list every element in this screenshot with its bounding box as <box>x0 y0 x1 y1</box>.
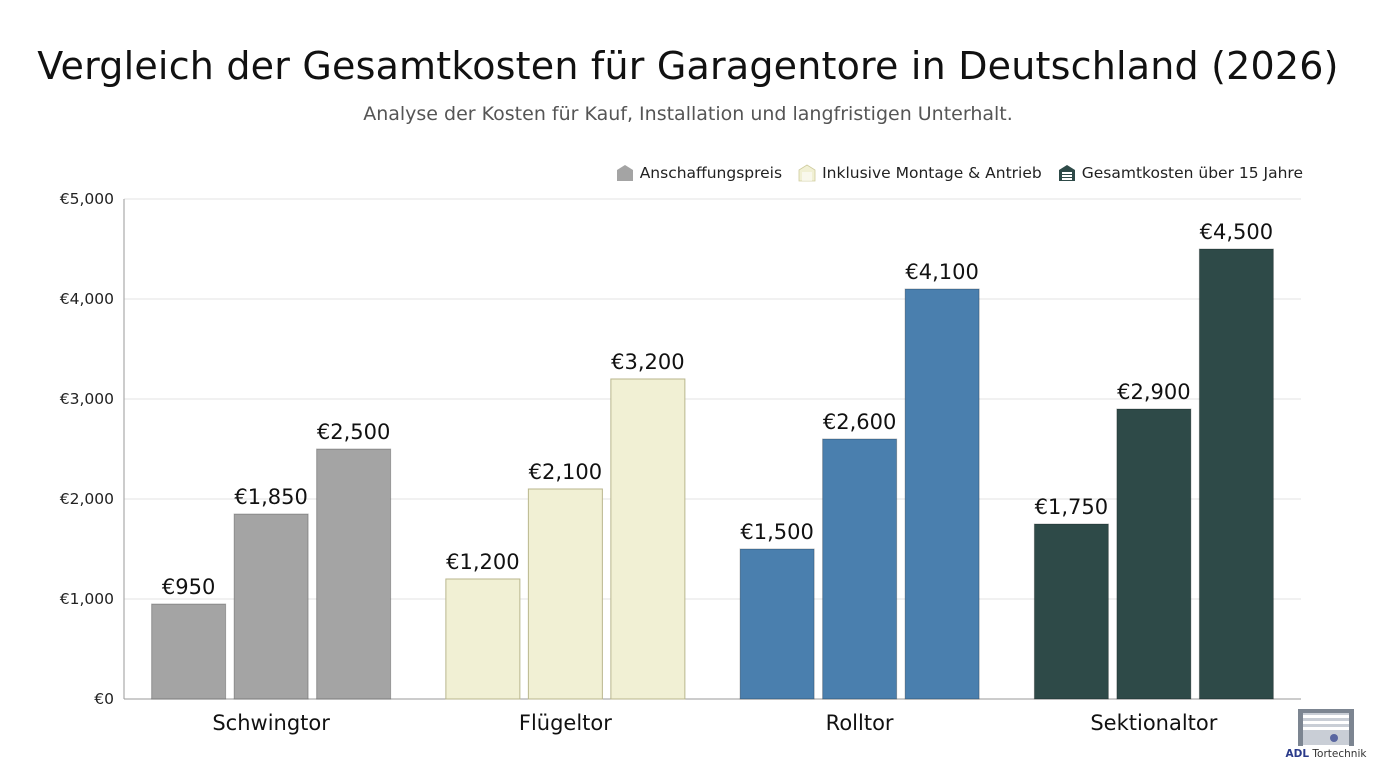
data-label: €1,850 <box>234 485 307 509</box>
legend-label: Inklusive Montage & Antrieb <box>822 164 1042 182</box>
bar-rolltor-2 <box>822 438 898 700</box>
data-label: €950 <box>162 575 215 599</box>
data-label: €1,500 <box>740 520 813 544</box>
bar-schwingtor-3 <box>316 448 392 700</box>
data-label: €2,500 <box>317 420 390 444</box>
bar-rolltor-1 <box>739 548 815 700</box>
y-tick-label: €3,000 <box>60 390 114 408</box>
data-label: €2,900 <box>1117 380 1190 404</box>
data-label: €4,500 <box>1200 220 1273 244</box>
x-tick-label: Rolltor <box>826 711 894 735</box>
logo-wordmark: ADL Tortechnik <box>1278 748 1374 760</box>
logo-brand: ADL <box>1285 748 1310 760</box>
y-tick-label: €2,000 <box>60 490 114 508</box>
x-tick-label: Schwingtor <box>212 711 330 735</box>
x-tick-label: Flügeltor <box>519 711 612 735</box>
legend-label: Gesamtkosten über 15 Jahre <box>1081 164 1303 182</box>
y-tick-label: €4,000 <box>60 290 114 308</box>
chart-legend: Anschaffungspreis Inklusive Montage & An… <box>616 164 1303 182</box>
legend-item-montage-antrieb: Inklusive Montage & Antrieb <box>798 164 1042 182</box>
data-label: €1,200 <box>446 550 519 574</box>
data-label: €4,100 <box>905 260 978 284</box>
bar-schwingtor-2 <box>233 513 309 700</box>
data-label: €2,100 <box>529 460 602 484</box>
data-label: €1,750 <box>1035 495 1108 519</box>
y-tick-label: €5,000 <box>60 190 114 208</box>
garage-logo-icon <box>1298 709 1354 746</box>
garage-door-icon <box>798 164 816 182</box>
garage-door-icon <box>616 165 633 181</box>
legend-item-anschaffungspreis: Anschaffungspreis <box>616 164 782 182</box>
data-label: €3,200 <box>611 350 684 374</box>
chart-subtitle: Analyse der Kosten für Kauf, Installatio… <box>363 103 1013 125</box>
bar-sektionaltor-2 <box>1116 408 1192 700</box>
logo-name: Tortechnik <box>1312 748 1367 760</box>
bar-schwingtor-1 <box>151 603 227 700</box>
chart-title: Vergleich der Gesamtkosten für Garagento… <box>37 44 1339 88</box>
bar-flügeltor-1 <box>445 578 521 700</box>
legend-item-gesamtkosten: Gesamtkosten über 15 Jahre <box>1058 164 1303 182</box>
garage-door-icon <box>1058 165 1075 181</box>
y-tick-label: €0 <box>94 690 114 708</box>
y-tick-label: €1,000 <box>60 590 114 608</box>
bar-sektionaltor-3 <box>1198 248 1274 700</box>
x-tick-label: Sektionaltor <box>1090 711 1217 735</box>
data-label: €2,600 <box>823 410 896 434</box>
bar-rolltor-3 <box>904 288 980 700</box>
bar-flügeltor-3 <box>610 378 686 700</box>
bar-flügeltor-2 <box>527 488 603 700</box>
legend-label: Anschaffungspreis <box>639 164 783 182</box>
bar-sektionaltor-1 <box>1033 523 1109 700</box>
